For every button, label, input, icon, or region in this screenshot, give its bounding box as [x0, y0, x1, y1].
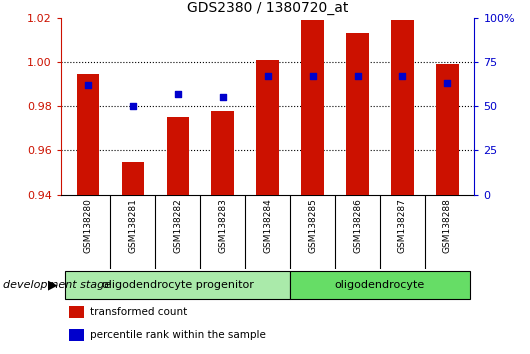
Bar: [69, 306, 84, 318]
Point: [308, 73, 317, 79]
Text: ▶: ▶: [48, 279, 58, 292]
Point: [173, 91, 182, 97]
Bar: [77, 74, 99, 195]
Text: GSM138282: GSM138282: [173, 199, 182, 253]
Text: percentile rank within the sample: percentile rank within the sample: [90, 330, 266, 340]
Bar: [65, 271, 290, 299]
Bar: [69, 329, 84, 341]
Point: [218, 95, 227, 100]
Bar: [121, 161, 144, 195]
Text: GSM138288: GSM138288: [443, 199, 452, 253]
Point: [354, 73, 362, 79]
Point: [443, 80, 452, 86]
Point: [398, 73, 407, 79]
Text: GSM138281: GSM138281: [128, 199, 137, 253]
Text: oligodendrocyte progenitor: oligodendrocyte progenitor: [102, 280, 254, 290]
Point: [84, 82, 92, 88]
Bar: [211, 111, 234, 195]
Point: [129, 103, 137, 109]
Text: GSM138283: GSM138283: [218, 199, 227, 253]
Text: development stage: development stage: [3, 280, 111, 290]
Text: GSM138280: GSM138280: [83, 199, 92, 253]
Bar: [391, 20, 414, 195]
Text: GSM138287: GSM138287: [398, 199, 407, 253]
Bar: [290, 271, 470, 299]
Bar: [346, 33, 369, 195]
Point: [263, 73, 272, 79]
Text: GSM138285: GSM138285: [308, 199, 317, 253]
Text: GSM138286: GSM138286: [353, 199, 362, 253]
Bar: [302, 20, 324, 195]
Bar: [436, 64, 458, 195]
Text: transformed count: transformed count: [90, 307, 187, 317]
Bar: [166, 117, 189, 195]
Bar: [257, 60, 279, 195]
Title: GDS2380 / 1380720_at: GDS2380 / 1380720_at: [187, 1, 348, 15]
Text: oligodendrocyte: oligodendrocyte: [335, 280, 425, 290]
Text: GSM138284: GSM138284: [263, 199, 272, 253]
